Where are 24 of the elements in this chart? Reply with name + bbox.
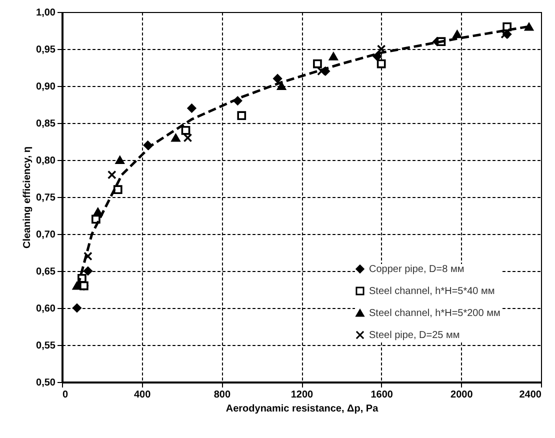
y-tick-label: 0,95	[36, 44, 56, 56]
x-tick-label: 1600	[370, 390, 394, 400]
x-tick-label: 2000	[450, 390, 474, 400]
y-tick-label: 0,75	[36, 192, 56, 204]
y-tick-label: 1,00	[36, 8, 56, 18]
legend-label: Steel pipe, D=25 мм	[369, 330, 460, 341]
y-tick-label: 0,65	[36, 266, 56, 278]
x-tick-label: 400	[134, 390, 152, 400]
legend-label: Steel channel, h*H=5*200 мм	[369, 308, 500, 319]
y-tick-label: 0,85	[36, 118, 56, 130]
y-tick-label: 0,70	[36, 230, 56, 240]
y-tick-label: 0,50	[36, 378, 56, 388]
y-tick-label: 0,80	[36, 156, 56, 166]
x-tick-label: 2400	[519, 390, 542, 400]
legend-label: Steel channel, h*H=5*40 мм	[369, 286, 495, 297]
y-axis-title: Cleaning efficiency, η	[22, 146, 34, 249]
y-tick-label: 0,60	[36, 304, 56, 314]
x-tick-label: 0	[62, 390, 68, 400]
x-axis-title: Aerodynamic resistance, Δp, Pa	[226, 404, 379, 414]
y-tick-label: 0,55	[36, 340, 56, 352]
y-tick-label: 0,90	[36, 82, 56, 92]
legend-label: Copper pipe, D=8 мм	[369, 264, 464, 275]
x-tick-label: 800	[214, 390, 231, 400]
x-tick-label: 1200	[290, 390, 314, 400]
